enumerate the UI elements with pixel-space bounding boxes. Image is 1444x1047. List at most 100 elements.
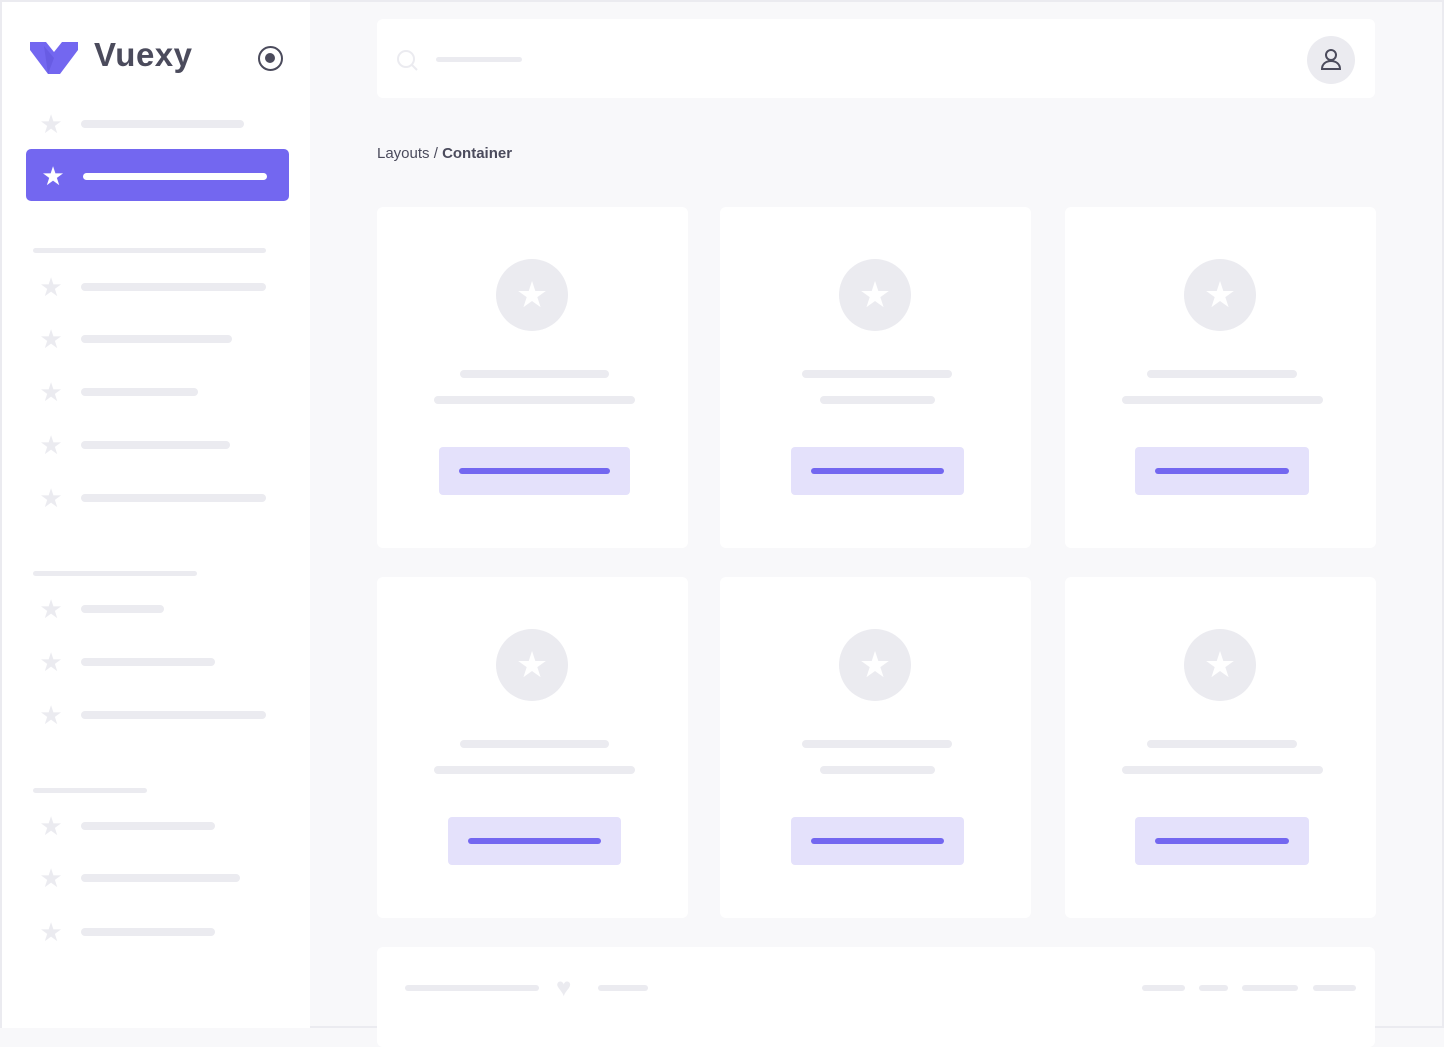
sidebar-item-label (81, 605, 164, 613)
card-button-label (1155, 838, 1289, 844)
card-button[interactable] (1135, 447, 1309, 495)
search-icon (397, 50, 418, 71)
sidebar-item[interactable]: ★ (2, 642, 302, 682)
star-icon: ★ (39, 272, 63, 302)
star-icon: ★ (496, 259, 568, 331)
card-text (1122, 766, 1323, 774)
vuexy-logo-icon (30, 42, 78, 74)
sidebar-item-label (81, 283, 266, 291)
footer-link[interactable] (1313, 985, 1356, 991)
content-card: ★ (720, 577, 1031, 918)
sidebar: Vuexy ★ ★ ★ ★ ★ ★ ★ ★ ★ ★ ★ ★ ★ (2, 2, 310, 1028)
card-text (820, 396, 935, 404)
breadcrumb-parent[interactable]: Layouts (377, 145, 430, 162)
sidebar-item-label (81, 658, 215, 666)
sidebar-section-header (33, 248, 266, 253)
star-icon: ★ (839, 629, 911, 701)
brand-logo[interactable] (30, 42, 78, 81)
footer-link[interactable] (1242, 985, 1298, 991)
sidebar-item[interactable]: ★ (2, 806, 302, 846)
footer-text (405, 985, 539, 991)
sidebar-item[interactable]: ★ (2, 425, 302, 465)
card-button[interactable] (439, 447, 630, 495)
star-icon: ★ (39, 430, 63, 460)
star-icon: ★ (839, 259, 911, 331)
card-button[interactable] (448, 817, 621, 865)
card-button-label (468, 838, 601, 844)
star-icon: ★ (39, 109, 63, 139)
card-button[interactable] (791, 817, 964, 865)
breadcrumb-current: Container (442, 145, 513, 162)
star-icon: ★ (39, 377, 63, 407)
brand-name: Vuexy (94, 36, 193, 73)
star-icon: ★ (39, 647, 63, 677)
header-bar (377, 19, 1375, 98)
star-icon: ★ (39, 917, 63, 947)
heart-icon: ♥ (556, 972, 572, 1002)
footer: ♥ (377, 947, 1375, 1047)
sidebar-item-label (81, 388, 198, 396)
content-card: ★ (720, 207, 1031, 548)
star-icon: ★ (39, 700, 63, 730)
card-button-label (459, 468, 610, 474)
star-icon: ★ (39, 863, 63, 893)
card-button[interactable] (791, 447, 964, 495)
card-button-label (1155, 468, 1289, 474)
sidebar-item[interactable]: ★ (2, 858, 302, 898)
search-input[interactable] (397, 49, 527, 71)
footer-link[interactable] (1142, 985, 1185, 991)
card-title (460, 370, 609, 378)
user-avatar[interactable] (1307, 36, 1355, 84)
sidebar-item[interactable]: ★ (2, 589, 302, 629)
sidebar-item-label (81, 120, 244, 128)
sidebar-item[interactable]: ★ (2, 319, 302, 359)
card-text (434, 396, 635, 404)
breadcrumb-separator: / (429, 145, 443, 162)
star-icon: ★ (1184, 629, 1256, 701)
card-title (1147, 370, 1297, 378)
footer-link[interactable] (1199, 985, 1228, 991)
star-icon: ★ (41, 161, 65, 191)
card-title (1147, 740, 1297, 748)
star-icon: ★ (496, 629, 568, 701)
sidebar-item-label (81, 494, 266, 502)
footer-text (598, 985, 648, 991)
sidebar-item-label (81, 335, 232, 343)
card-title (460, 740, 609, 748)
radio-circle-icon (265, 53, 275, 63)
sidebar-item[interactable]: ★ (2, 478, 302, 518)
sidebar-toggle-button[interactable] (258, 46, 283, 71)
breadcrumb: Layouts / Container (377, 145, 512, 162)
sidebar-item[interactable]: ★ (2, 104, 302, 144)
card-text (820, 766, 935, 774)
star-icon: ★ (39, 324, 63, 354)
card-title (802, 370, 952, 378)
sidebar-item[interactable]: ★ (2, 267, 302, 307)
content-card: ★ (1065, 207, 1376, 548)
sidebar-item-label (81, 822, 215, 830)
sidebar-item-active[interactable]: ★ (26, 149, 289, 201)
sidebar-item-label (81, 928, 215, 936)
card-text (434, 766, 635, 774)
content-card: ★ (377, 207, 688, 548)
sidebar-section-header (33, 788, 147, 793)
card-button[interactable] (1135, 817, 1309, 865)
sidebar-item-label (81, 874, 240, 882)
star-icon: ★ (39, 483, 63, 513)
sidebar-item-label (83, 173, 267, 180)
sidebar-section-header (33, 571, 197, 576)
content-card: ★ (1065, 577, 1376, 918)
sidebar-item[interactable]: ★ (2, 912, 302, 952)
star-icon: ★ (1184, 259, 1256, 331)
sidebar-item-label (81, 441, 230, 449)
star-icon: ★ (39, 594, 63, 624)
search-placeholder (436, 57, 522, 62)
content-card: ★ (377, 577, 688, 918)
sidebar-item[interactable]: ★ (2, 372, 302, 412)
star-icon: ★ (39, 811, 63, 841)
sidebar-item-label (81, 711, 266, 719)
card-title (802, 740, 952, 748)
card-button-label (811, 838, 944, 844)
card-text (1122, 396, 1323, 404)
sidebar-item[interactable]: ★ (2, 695, 302, 735)
